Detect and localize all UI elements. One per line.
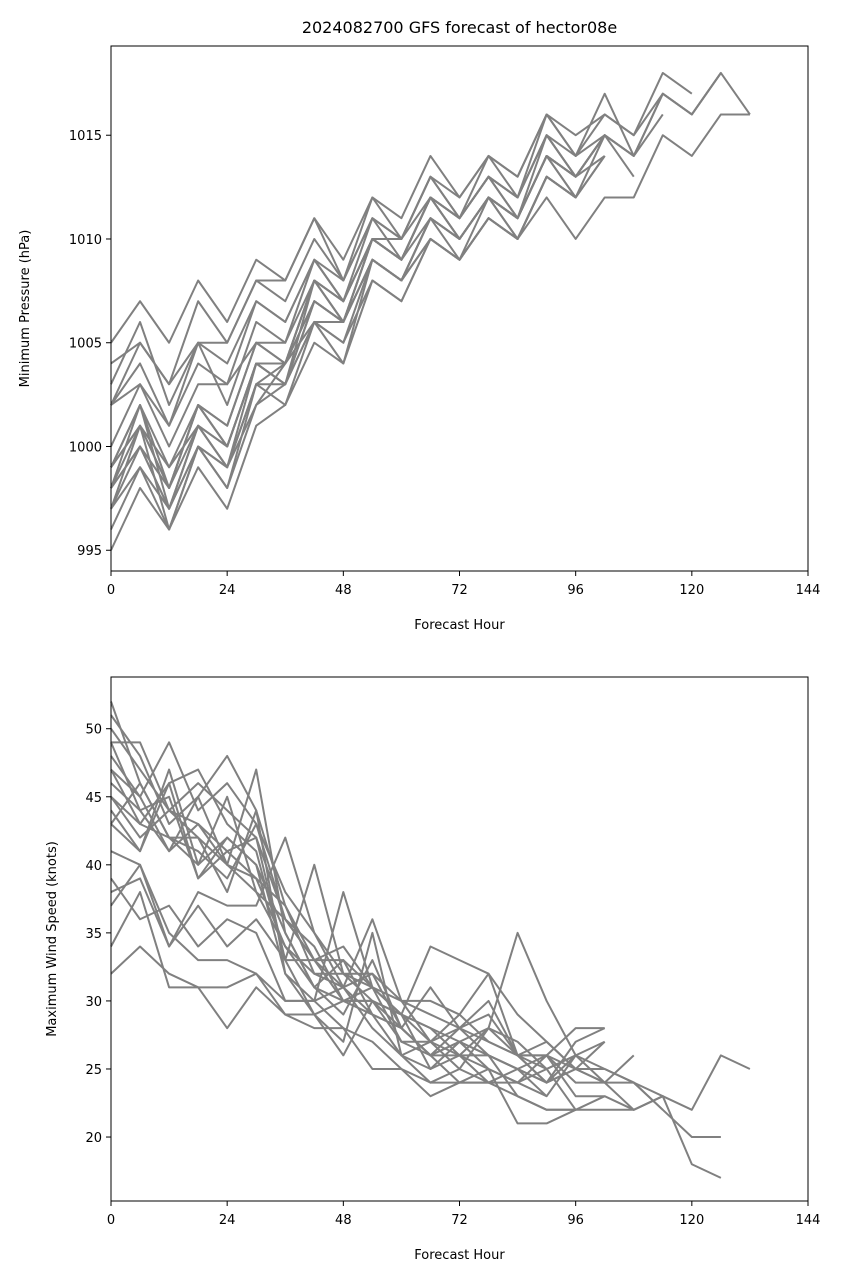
pressure-y-tick-label: 1010 — [69, 233, 102, 248]
wind-y-tick-label: 25 — [85, 1063, 102, 1078]
pressure-x-ticks: 0 24 48 72 96 120 144 — [107, 571, 821, 598]
wind-series-line-6 — [110, 754, 606, 1084]
wind-y-tick-label: 30 — [85, 995, 102, 1010]
wind-series-line-20 — [110, 796, 577, 1070]
wind-x-tick-label: 144 — [796, 1213, 821, 1228]
wind-x-tick-label: 48 — [335, 1213, 352, 1228]
pressure-y-tick-label: 995 — [77, 544, 102, 559]
pressure-series-line-1 — [110, 71, 693, 344]
wind-y-ticks: 20 25 30 35 40 45 50 — [85, 723, 111, 1146]
wind-y-axis-label: Maximum Wind Speed (knots) — [45, 841, 60, 1037]
wind-series-line-13 — [110, 877, 606, 1084]
wind-x-tick-label: 24 — [219, 1213, 236, 1228]
pressure-y-axis-label: Minimum Pressure (hPa) — [18, 230, 33, 388]
wind-series-line-7 — [110, 768, 635, 1084]
wind-plot-frame — [110, 676, 809, 1202]
pressure-series-line-19 — [110, 154, 577, 489]
wind-y-tick-label: 40 — [85, 859, 102, 874]
wind-y-tick-label: 45 — [85, 791, 102, 806]
wind-series-group — [110, 701, 751, 1179]
chart-title: 2024082700 GFS forecast of hector08e — [302, 18, 617, 37]
pressure-x-tick-label: 72 — [451, 583, 468, 598]
pressure-x-tick-label: 0 — [107, 583, 115, 598]
wind-y-tick-label: 20 — [85, 1131, 102, 1146]
wind-series-line-1 — [110, 701, 722, 1179]
wind-x-tick-label: 96 — [567, 1213, 584, 1228]
wind-x-tick-label: 72 — [451, 1213, 468, 1228]
pressure-x-tick-label: 96 — [567, 583, 584, 598]
wind-series-line-3 — [111, 741, 634, 1111]
wind-y-tick-label: 35 — [85, 927, 102, 942]
pressure-x-tick-label: 120 — [679, 583, 704, 598]
wind-x-axis-label: Forecast Hour — [414, 1248, 505, 1263]
wind-series-line-17 — [110, 945, 548, 1098]
pressure-series-group — [110, 71, 751, 551]
wind-x-tick-label: 120 — [679, 1213, 704, 1228]
wind-chart: 0 24 48 72 96 120 144 20 25 30 35 40 45 50 Forecast … — [45, 676, 821, 1263]
wind-series-line-10 — [110, 782, 606, 1084]
wind-series-line-19 — [110, 768, 577, 1084]
pressure-series-line-12 — [110, 113, 750, 510]
wind-y-tick-label: 50 — [85, 723, 102, 738]
wind-series-line-18 — [110, 728, 489, 1084]
pressure-x-tick-label: 24 — [219, 583, 236, 598]
pressure-x-axis-label: Forecast Hour — [414, 618, 505, 633]
wind-x-ticks: 0 24 48 72 96 120 144 — [107, 1201, 821, 1228]
wind-series-line-14 — [110, 877, 577, 1084]
pressure-y-tick-label: 1005 — [69, 337, 102, 352]
pressure-y-ticks: 995 1000 1005 1010 1015 — [69, 129, 111, 559]
pressure-chart: 2024082700 GFS forecast of hector08e 0 24… — [18, 18, 820, 633]
wind-series-line-12 — [110, 836, 664, 1111]
wind-series-line-16 — [110, 891, 577, 1125]
pressure-y-tick-label: 1015 — [69, 129, 102, 144]
pressure-x-tick-label: 144 — [796, 583, 821, 598]
pressure-y-tick-label: 1000 — [69, 440, 102, 455]
pressure-x-tick-label: 48 — [335, 583, 352, 598]
wind-x-tick-label: 0 — [107, 1213, 115, 1228]
pressure-series-line-20 — [110, 154, 577, 510]
wind-series-line-2 — [110, 714, 751, 1111]
pressure-plot-frame — [110, 45, 809, 572]
